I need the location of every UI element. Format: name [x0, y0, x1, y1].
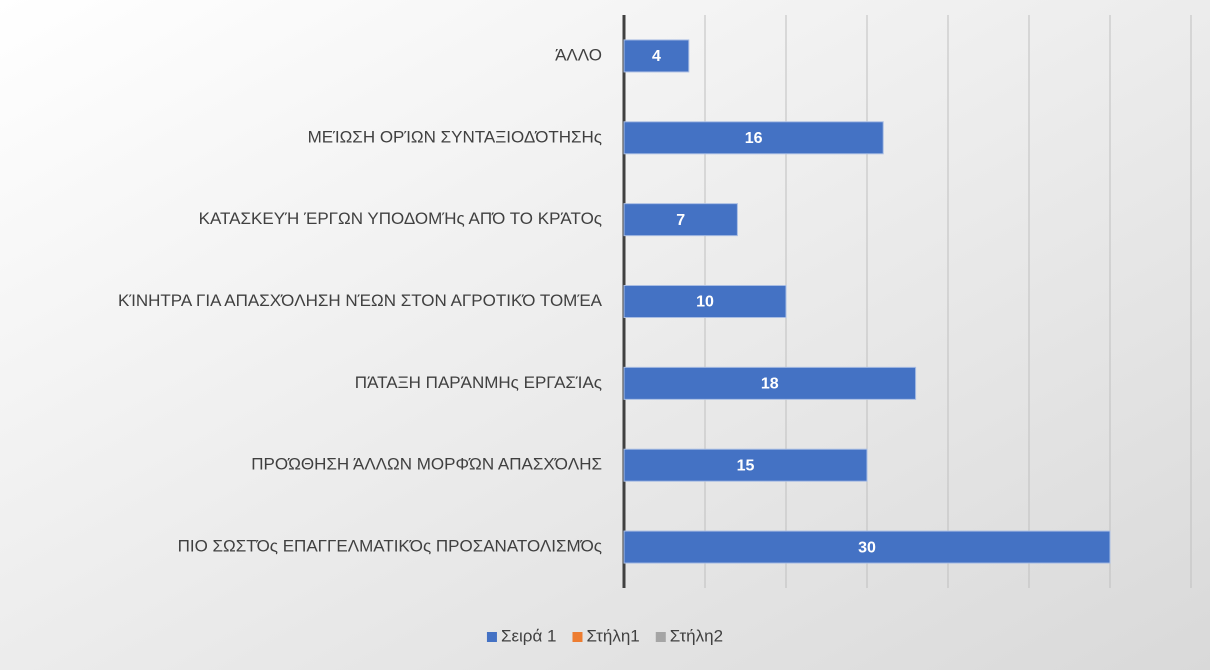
data-label: 18 — [761, 376, 779, 393]
legend-swatch — [655, 632, 666, 642]
data-label: 16 — [745, 130, 763, 147]
y-tick-label: ΚΊΝΗΤΡΑ ΓΙΑ ΑΠΑΣΧΌΛΗΣΗ ΝΈΩΝ ΣΤΟΝ ΑΓΡΟΤΙΚ… — [118, 291, 603, 310]
bar — [623, 39, 690, 73]
bar — [623, 366, 917, 400]
y-tick-label: ΠΆΤΑΞΗ ΠΑΡΆΝΜΗς ΕΡΓΑΣΊΑς — [355, 373, 602, 392]
bar — [623, 530, 1111, 564]
y-tick-label: ΚΑΤΑΣΚΕΥΉ ΈΡΓΩΝ ΥΠΟΔΟΜΉς ΑΠΌ ΤΟ ΚΡΆΤΟς — [199, 209, 602, 228]
y-tick-label: ΆΛΛΟ — [555, 45, 602, 64]
data-label: 30 — [858, 539, 876, 556]
bar — [623, 121, 884, 155]
y-tick-label: ΠΙΟ ΣΩΣΤΌς ΕΠΑΓΓΕΛΜΑΤΙΚΌς ΠΡΟΣΑΝΑΤΟΛΙΣΜΌ… — [178, 537, 602, 556]
data-label: 4 — [652, 48, 661, 65]
legend-swatch — [486, 632, 497, 642]
y-tick-label: ΜΕΊΩΣΗ ΟΡΊΩΝ ΣΥΝΤΑΞΙΟΔΌΤΗΣΗς — [308, 127, 602, 146]
legend-label: Σειρά 1 — [501, 626, 557, 645]
data-label: 7 — [676, 212, 685, 229]
legend-swatch — [572, 632, 583, 642]
bar — [623, 203, 738, 237]
data-label: 15 — [737, 457, 755, 474]
data-label: 10 — [696, 294, 714, 311]
y-tick-label: ΠΡΟΏΘΗΣΗ ΆΛΛΩΝ ΜΟΡΦΏΝ ΑΠΑΣΧΌΛΗΣ — [251, 455, 602, 474]
bar — [623, 285, 787, 318]
bar — [623, 448, 868, 482]
legend-label: Στήλη2 — [670, 626, 723, 645]
legend-label: Στήλη1 — [586, 626, 639, 645]
